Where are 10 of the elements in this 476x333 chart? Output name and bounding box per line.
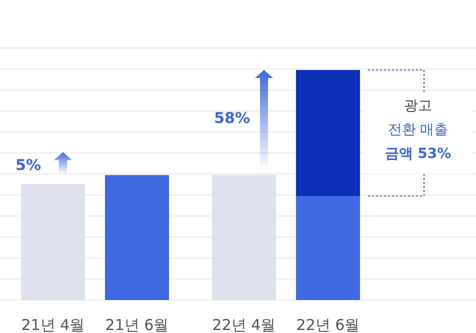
x-tick-label: 22년 6월	[296, 316, 360, 333]
x-tick-label: 21년 4월	[21, 316, 85, 333]
text: 광고 전환 매출 금액 53%	[384, 98, 452, 162]
annotation: 5%	[16, 156, 41, 174]
x-tick-label: 22년 4월	[212, 316, 276, 333]
bar	[21, 184, 85, 300]
annotation: 58%	[214, 109, 250, 127]
bar	[296, 70, 360, 196]
x-tick-label: 21년 6월	[105, 316, 169, 333]
bar	[296, 196, 360, 300]
